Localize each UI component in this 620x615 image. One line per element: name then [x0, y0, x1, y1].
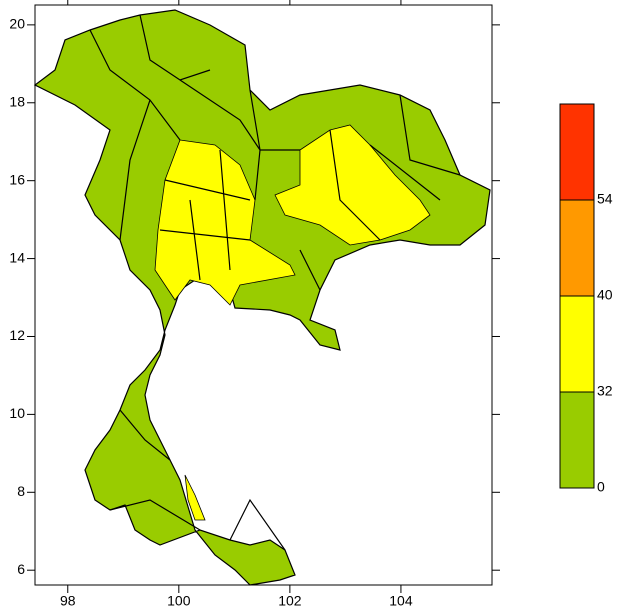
x-tick-label: 104 — [389, 593, 413, 609]
zone-south — [184, 474, 206, 521]
colorbar-segment — [559, 103, 595, 201]
y-tick-label: 6 — [17, 561, 25, 577]
y-tick-label: 8 — [17, 483, 25, 499]
plot-frame — [34, 4, 493, 586]
province-borders — [89, 14, 461, 551]
colorbar-label: 54 — [597, 191, 613, 207]
colorbar-label: 32 — [597, 383, 613, 399]
land — [33, 9, 491, 586]
colorbar-segment — [559, 199, 595, 297]
y-tick-label: 18 — [9, 93, 25, 109]
y-tick-label: 16 — [9, 171, 25, 187]
x-tick-label: 102 — [278, 593, 302, 609]
map-shapes — [33, 9, 491, 586]
y-tick-label: 12 — [9, 327, 25, 343]
y-tick-label: 20 — [9, 16, 25, 32]
zone-central — [154, 139, 296, 306]
colorbar-label: 0 — [597, 479, 605, 495]
colorbar-segment — [559, 295, 595, 393]
y-tick-label: 10 — [9, 405, 25, 421]
colorbar-label: 40 — [597, 287, 613, 303]
colorbar-segment — [559, 391, 595, 489]
zone-northeast — [274, 124, 431, 246]
x-tick-label: 98 — [60, 593, 76, 609]
y-tick-label: 14 — [9, 249, 25, 265]
x-tick-label: 100 — [167, 593, 191, 609]
